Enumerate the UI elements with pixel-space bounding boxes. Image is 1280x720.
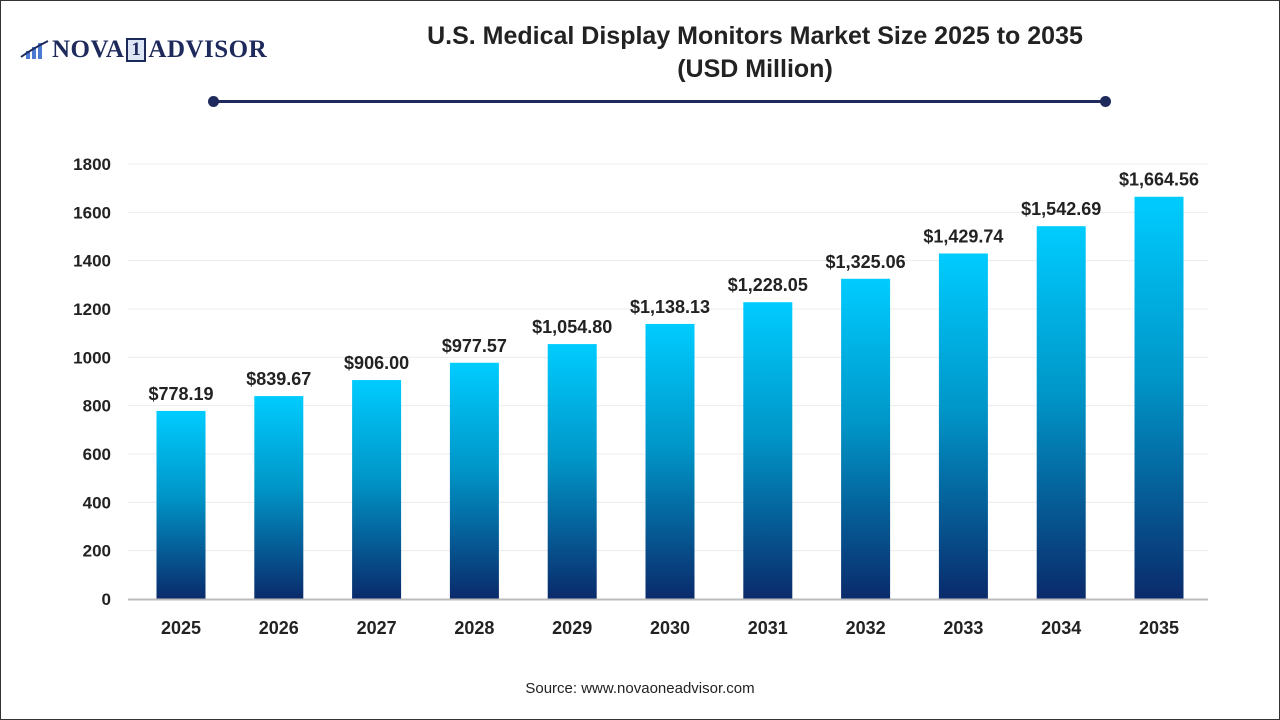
- data-label: $1,054.80: [532, 317, 612, 337]
- divider-dot-right: [1100, 96, 1111, 107]
- data-label: $906.00: [344, 353, 409, 373]
- y-tick-label: 1600: [73, 203, 111, 222]
- bar-2026: [254, 396, 304, 599]
- y-tick-label: 200: [83, 542, 111, 561]
- x-tick-label: 2035: [1139, 618, 1179, 638]
- x-tick-label: 2027: [357, 618, 397, 638]
- bar-2029: [547, 344, 597, 599]
- bar-chart-logo-icon: [20, 40, 49, 59]
- bar-2030: [645, 323, 695, 599]
- bar-2032: [841, 278, 891, 599]
- y-tick-label: 800: [83, 397, 111, 416]
- bar-2035: [1134, 196, 1184, 600]
- source-note: Source: www.novaoneadvisor.com: [525, 680, 755, 697]
- data-label: $1,664.56: [1119, 170, 1199, 190]
- data-label: $1,325.06: [826, 252, 906, 272]
- data-label: $1,228.05: [728, 275, 808, 295]
- data-label: $1,429.74: [923, 226, 1003, 246]
- logo-text-left: NOVA: [52, 36, 125, 63]
- bar-2034: [1036, 226, 1086, 600]
- x-tick-label: 2032: [846, 618, 886, 638]
- logo: NOVA 1 ADVISOR: [20, 36, 267, 64]
- y-tick-label: 1200: [73, 300, 111, 319]
- data-label: $839.67: [246, 369, 311, 389]
- data-label: $977.57: [442, 336, 507, 356]
- chart-title: U.S. Medical Display Monitors Market Siz…: [330, 20, 1180, 86]
- chart-subtitle: (USD Million): [677, 55, 833, 83]
- bar-2033: [938, 253, 988, 600]
- x-tick-label: 2026: [259, 618, 299, 638]
- y-tick-label: 1000: [73, 348, 111, 367]
- y-tick-label: 1800: [73, 155, 111, 174]
- x-tick-label: 2034: [1041, 618, 1081, 638]
- bar-2031: [743, 302, 793, 599]
- bar-2028: [449, 362, 499, 599]
- x-tick-label: 2025: [161, 618, 201, 638]
- y-tick-label: 0: [102, 590, 111, 609]
- title-divider: [213, 100, 1106, 103]
- chart-title-main: U.S. Medical Display Monitors Market Siz…: [427, 22, 1083, 50]
- logo-text-mid: 1: [126, 38, 147, 62]
- x-tick-label: 2029: [552, 618, 592, 638]
- logo-text-right: ADVISOR: [148, 36, 268, 63]
- data-label: $1,542.69: [1021, 199, 1101, 219]
- y-tick-label: 400: [83, 493, 111, 512]
- data-label: $1,138.13: [630, 297, 710, 317]
- divider-dot-left: [208, 96, 219, 107]
- y-tick-label: 600: [83, 445, 111, 464]
- y-tick-label: 1400: [73, 252, 111, 271]
- data-label: $778.19: [148, 384, 213, 404]
- bar-2025: [156, 410, 206, 599]
- x-tick-label: 2031: [748, 618, 788, 638]
- x-tick-label: 2028: [454, 618, 494, 638]
- x-tick-label: 2033: [943, 618, 983, 638]
- bar-2027: [352, 380, 402, 599]
- x-tick-label: 2030: [650, 618, 690, 638]
